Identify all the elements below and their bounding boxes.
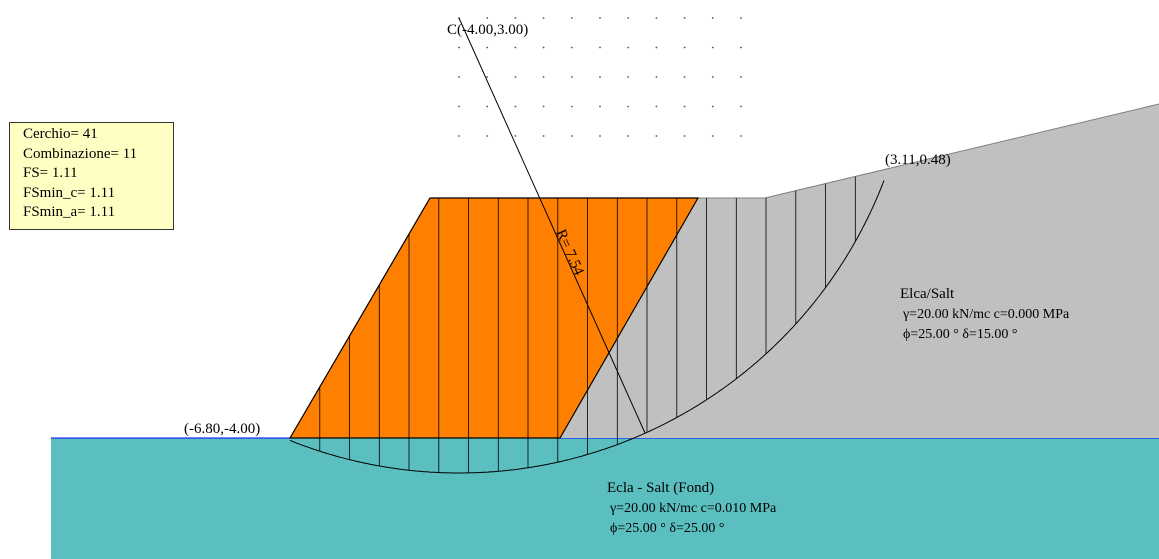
lower-soil-line2: ϕ=25.00 ° δ=25.00 ° — [610, 521, 724, 536]
lower-soil-layer — [51, 438, 1159, 559]
grid-dot — [458, 76, 460, 78]
grid-dot — [655, 46, 658, 49]
grid-dot — [655, 17, 658, 19]
grid-dot — [683, 17, 686, 19]
slices-group — [319, 176, 856, 473]
grid-dot — [570, 46, 573, 49]
grid-dot — [542, 135, 545, 137]
grid-dot — [740, 135, 742, 137]
grid-dot — [599, 17, 601, 19]
results-info-box: Cerchio= 41 Combinazione= 11 FS= 1.11 FS… — [9, 122, 174, 230]
grid-dot — [599, 76, 601, 78]
grid-dot — [542, 17, 545, 19]
grid-dot — [740, 105, 742, 108]
grid-dot — [458, 46, 460, 49]
grid-dot — [486, 76, 489, 78]
grid-dot — [711, 135, 714, 137]
grid-dot — [486, 17, 489, 19]
grid-dot — [740, 17, 742, 19]
grid-dot — [458, 135, 460, 137]
info-combinazione: Combinazione= 11 — [23, 145, 138, 162]
grid-dot — [711, 46, 714, 49]
grid-dot — [627, 105, 630, 108]
grid-dot — [542, 76, 545, 78]
grid-dot — [683, 105, 686, 108]
grid-dot — [711, 105, 714, 108]
left-point-label: (-6.80,-4.00) — [184, 421, 260, 437]
grid-dot — [655, 76, 658, 78]
grid-dot — [627, 46, 630, 49]
upper-soil-line1: γ=20.00 kN/mc c=0.000 MPa — [902, 307, 1070, 322]
failure-surface-arc — [289, 180, 885, 474]
upper-soil-line2: ϕ=25.00 ° δ=15.00 ° — [903, 327, 1017, 342]
grid-dot — [599, 46, 601, 49]
info-fsmin-c: FSmin_c= 1.11 — [23, 184, 116, 201]
grid-dot — [570, 76, 573, 78]
grid-dot — [655, 105, 658, 108]
upper-soil-name: Elca/Salt — [900, 286, 955, 302]
grid-dot — [683, 46, 686, 49]
grid-dot — [486, 105, 489, 108]
lower-soil-name: Ecla - Salt (Fond) — [607, 480, 714, 496]
radius-line — [458, 17, 646, 434]
grid-dot — [542, 105, 545, 108]
grid-dot — [458, 105, 460, 108]
grid-dot — [486, 46, 489, 49]
right-point-label: (3.11,0.48) — [885, 152, 951, 168]
grid-dot — [740, 46, 742, 49]
grid-dot — [627, 76, 630, 78]
grid-dot — [570, 17, 573, 19]
center-search-grid — [458, 17, 742, 137]
grid-dot — [627, 135, 630, 137]
grid-dot — [514, 46, 517, 49]
lower-soil-line1: γ=20.00 kN/mc c=0.010 MPa — [609, 501, 777, 516]
grid-dot — [740, 76, 742, 78]
grid-dot — [711, 76, 714, 78]
grid-dot — [514, 76, 517, 78]
grid-dot — [570, 135, 573, 137]
grid-dot — [599, 135, 601, 137]
grid-dot — [655, 135, 658, 137]
grid-dot — [514, 105, 517, 108]
grid-dot — [683, 76, 686, 78]
grid-dot — [627, 17, 630, 19]
grid-dot — [514, 135, 517, 137]
grid-dot — [570, 105, 573, 108]
info-fsmin-a: FSmin_a= 1.11 — [23, 204, 116, 220]
info-cerchio: Cerchio= 41 — [23, 126, 98, 142]
center-label: C(-4.00,3.00) — [447, 22, 528, 38]
info-fs: FS= 1.11 — [23, 165, 78, 181]
grid-dot — [599, 105, 601, 108]
embankment-body — [288, 197, 700, 439]
grid-dot — [542, 46, 545, 49]
grid-dot — [486, 135, 489, 137]
grid-dot — [683, 135, 686, 137]
grid-dot — [514, 17, 517, 19]
grid-dot — [711, 17, 714, 19]
